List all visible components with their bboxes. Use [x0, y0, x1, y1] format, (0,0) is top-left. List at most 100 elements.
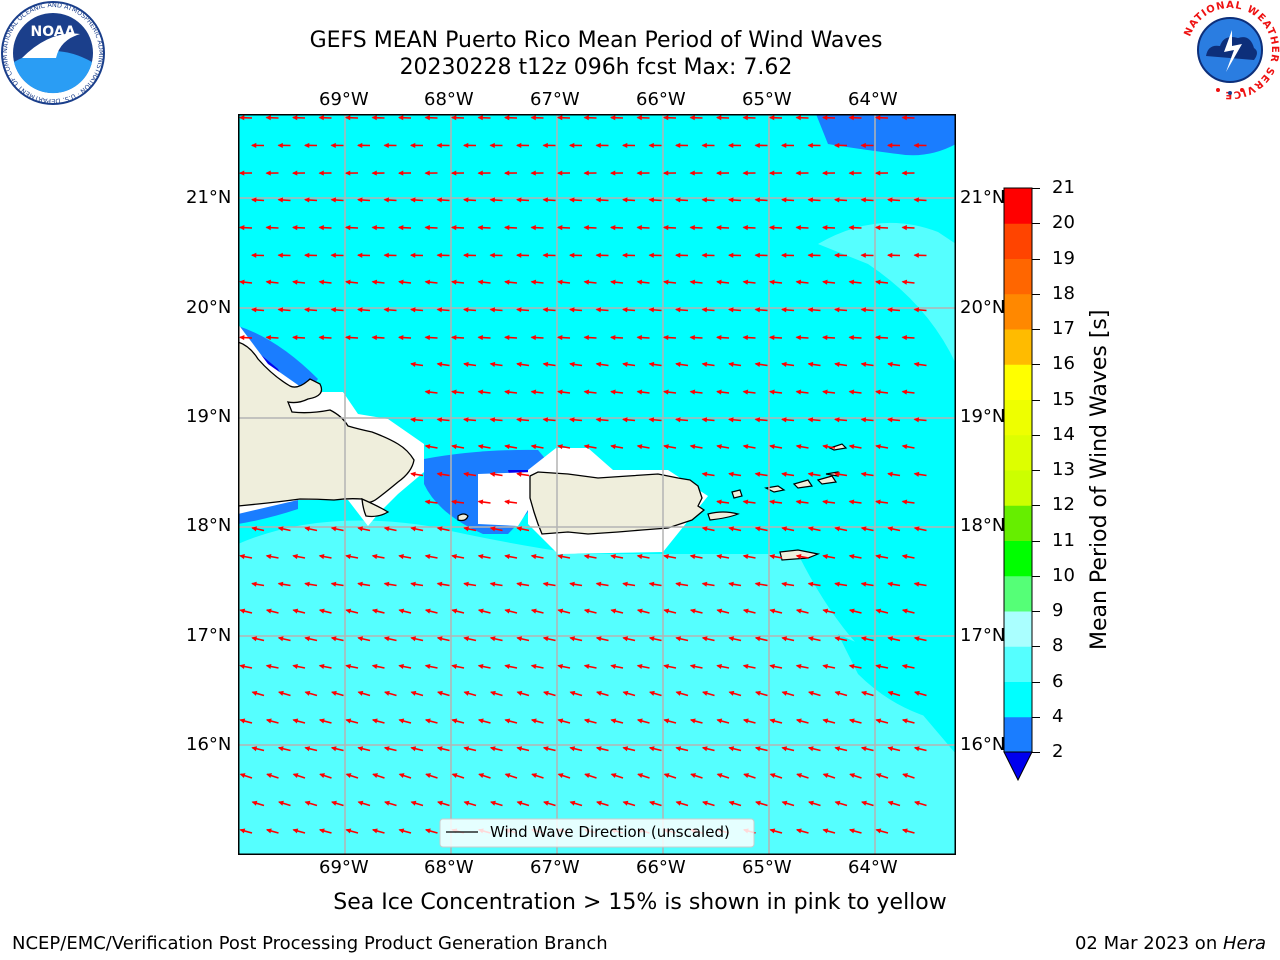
wind-wave-arrow-head	[516, 636, 523, 642]
colorbar-tick-mark	[1032, 364, 1040, 366]
wind-wave-arrow-head	[622, 361, 628, 367]
colorbar-tick-label: 19	[1052, 247, 1075, 269]
wind-wave-arrow-head	[477, 608, 484, 614]
wind-wave-arrow-head	[557, 225, 563, 231]
colorbar-bin	[1004, 681, 1032, 718]
wind-wave-arrow-head	[807, 471, 814, 477]
wind-wave-arrow-head	[557, 444, 563, 450]
wind-wave-arrow-head	[489, 361, 496, 367]
wind-wave-arrow-head	[848, 718, 855, 724]
wind-wave-arrow-head	[265, 279, 272, 285]
lat-label-left-16n: 16°N	[186, 734, 232, 755]
wind-wave-arrow-head	[436, 417, 443, 423]
wind-wave-arrow-head	[663, 718, 670, 724]
wind-wave-arrow-head	[795, 608, 802, 614]
wind-wave-arrow-head	[436, 746, 443, 752]
colorbar-bin	[1004, 434, 1032, 471]
colorbar-bin	[1004, 364, 1032, 400]
wind-wave-arrow-head	[318, 279, 325, 285]
wind-wave-arrow-head	[701, 746, 708, 752]
wind-wave-arrow-head	[822, 225, 828, 231]
wind-wave-arrow-head	[504, 608, 511, 614]
wind-wave-arrow-head	[424, 115, 430, 121]
wind-wave-arrow-head	[330, 197, 336, 203]
wind-wave-arrow-head	[410, 361, 416, 367]
wind-wave-arrow-head	[716, 170, 722, 176]
wind-wave-arrow-head	[557, 554, 563, 560]
wind-wave-arrow-head	[504, 334, 510, 341]
wind-wave-arrow-head	[277, 581, 284, 587]
colorbar-tick-label: 10	[1052, 564, 1075, 586]
wind-wave-arrow-head	[875, 389, 881, 395]
wind-wave-arrow-head	[239, 115, 245, 121]
wind-wave-arrow-head	[834, 581, 840, 587]
wind-wave-arrow-head	[663, 334, 669, 341]
wind-wave-arrow-head	[913, 746, 920, 752]
wind-wave-arrow-head	[371, 554, 378, 560]
wind-wave-arrow-head	[345, 170, 351, 176]
wind-wave-arrow-head	[463, 197, 469, 203]
wind-wave-arrow-head	[463, 690, 470, 696]
wind-wave-arrow-head	[265, 608, 272, 614]
wind-wave-arrow-head	[583, 334, 589, 341]
wind-wave-arrow-head	[304, 142, 310, 148]
land-mona-island	[457, 513, 469, 522]
wind-wave-arrow-head	[371, 279, 378, 285]
wind-wave-arrow-head	[569, 690, 576, 696]
wind-wave-arrow-head	[504, 663, 510, 669]
wind-wave-arrow-head	[860, 636, 867, 642]
colorbar-bin	[1004, 258, 1032, 295]
wind-wave-arrow-head	[516, 581, 522, 587]
wind-wave-arrow-head	[451, 279, 457, 285]
wind-wave-arrow-head	[887, 252, 893, 258]
lon-label-bottom-64w: 64°W	[848, 857, 898, 878]
wind-wave-arrow-head	[516, 252, 522, 258]
wind-wave-arrow-head	[860, 142, 866, 148]
wind-wave-arrow-head	[701, 361, 708, 367]
wind-wave-arrow-head	[372, 773, 378, 779]
wind-wave-arrow-head	[901, 389, 908, 395]
wind-wave-arrow-head	[636, 718, 643, 724]
wind-wave-arrow-head	[663, 115, 669, 121]
wind-wave-arrow-head	[610, 444, 616, 450]
land-vieques	[707, 511, 740, 521]
wind-wave-arrow-head	[716, 663, 722, 669]
wind-wave-arrow-head	[330, 142, 336, 148]
wind-wave-arrow-head	[410, 800, 417, 806]
wind-wave-arrow-head	[516, 142, 522, 148]
wind-wave-arrow-head	[860, 526, 867, 532]
wind-wave-arrow-head	[239, 225, 245, 231]
wind-wave-arrow-head	[451, 718, 458, 724]
colorbar-tick-mark	[1032, 752, 1040, 753]
wind-wave-arrow-head	[769, 554, 775, 560]
wind-wave-arrow-head	[701, 581, 708, 587]
wind-wave-arrow-head	[345, 608, 352, 614]
wind-wave-arrow-head	[583, 718, 590, 724]
svg-text:Mean Period of Wind Waves [s]: Mean Period of Wind Waves [s]	[1087, 310, 1112, 650]
wind-wave-arrow-head	[569, 361, 575, 367]
wind-wave-arrow-head	[663, 225, 669, 231]
wind-wave-arrow-head	[266, 773, 272, 779]
wind-wave-arrow-head	[861, 690, 867, 696]
wind-wave-arrow-head	[860, 417, 867, 423]
wind-wave-arrow-head	[398, 170, 404, 176]
wind-wave-arrow-head	[795, 444, 802, 450]
wind-wave-arrow-head	[728, 307, 734, 313]
wind-wave-arrow-head	[913, 526, 920, 532]
wind-wave-arrow-head	[887, 746, 894, 752]
wind-wave-arrow-head	[463, 526, 469, 532]
wind-wave-arrow-head	[648, 417, 655, 423]
wind-wave-arrow-head	[716, 389, 722, 395]
wind-wave-arrow-head	[610, 115, 616, 121]
wind-wave-arrow-head	[371, 334, 377, 341]
wind-wave-arrow-head	[636, 663, 643, 669]
wind-wave-arrow-head	[239, 663, 245, 669]
wind-wave-arrow-head	[795, 115, 801, 121]
colorbar-tick-label: 21	[1052, 177, 1075, 198]
wind-wave-arrow-head	[383, 581, 390, 587]
wind-wave-arrow-head	[251, 142, 257, 148]
wind-wave-arrow-head	[875, 718, 882, 724]
wind-wave-arrow-head	[304, 307, 310, 313]
lat-label-left-18n: 18°N	[186, 515, 232, 536]
wind-wave-arrow-head	[675, 581, 681, 587]
